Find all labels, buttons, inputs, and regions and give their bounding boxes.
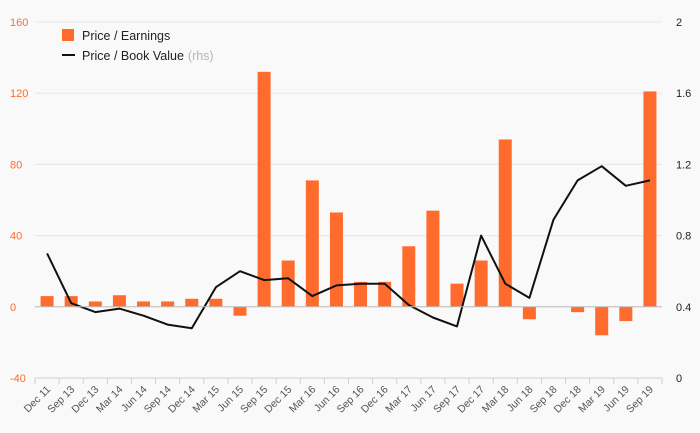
legend-label-price-earnings: Price / Earnings xyxy=(82,29,170,43)
bar-series xyxy=(40,71,657,336)
bar xyxy=(209,298,223,307)
bar xyxy=(426,210,440,307)
x-tick-label: Mar 15 xyxy=(190,384,222,416)
bar xyxy=(498,139,512,307)
legend-swatch-price-earnings xyxy=(62,29,74,41)
bar xyxy=(305,180,319,307)
bar xyxy=(281,260,295,307)
bar xyxy=(354,281,368,307)
y-right-tick-label: 1.6 xyxy=(676,88,691,100)
bar xyxy=(233,306,247,316)
y-left-tick-label: 0 xyxy=(10,302,16,314)
y-right-tick-label: 2 xyxy=(676,17,682,29)
y-right-tick-label: 0.4 xyxy=(676,302,691,314)
bar xyxy=(595,306,609,336)
bar xyxy=(185,298,199,307)
x-tick-label: Sep 19 xyxy=(624,384,656,416)
gridlines xyxy=(35,21,662,379)
bar xyxy=(112,295,126,307)
bar xyxy=(137,301,151,307)
legend-rhs-suffix: (rhs) xyxy=(188,49,214,63)
y-right-tick-label: 0 xyxy=(676,373,682,385)
bar xyxy=(88,301,102,307)
bar xyxy=(450,283,464,307)
y-right-tick-label: 1.2 xyxy=(676,159,691,171)
bar xyxy=(619,306,633,322)
x-tick-label: Mar 17 xyxy=(383,384,415,416)
x-tick-label: Mar 19 xyxy=(576,384,608,416)
bar xyxy=(40,296,54,307)
bar xyxy=(402,246,416,307)
y-left-tick-label: -40 xyxy=(10,373,26,385)
bar xyxy=(329,212,343,307)
legend: Price / Earnings Price / Book Value (rhs) xyxy=(62,29,214,63)
x-tick-label: Mar 18 xyxy=(480,384,512,416)
bar xyxy=(257,71,271,307)
y-right-tick-label: 0.8 xyxy=(676,231,691,243)
bar xyxy=(571,306,585,313)
bar xyxy=(378,281,392,307)
y-left-tick-label: 120 xyxy=(10,88,28,100)
bar xyxy=(643,91,657,307)
x-tick-label: Mar 14 xyxy=(94,384,126,416)
bar xyxy=(161,301,175,307)
legend-series-name: Price / Book Value xyxy=(82,49,184,63)
series-line xyxy=(46,165,651,330)
y-left-tick-label: 40 xyxy=(10,231,22,243)
y-left-tick-label: 80 xyxy=(10,159,22,171)
x-tick-label: Mar 16 xyxy=(287,384,319,416)
line-series xyxy=(46,165,651,330)
legend-label-price-book-value: Price / Book Value (rhs) xyxy=(82,49,214,63)
y-left-tick-label: 160 xyxy=(10,17,28,29)
bar xyxy=(474,260,488,307)
bar xyxy=(522,306,536,320)
